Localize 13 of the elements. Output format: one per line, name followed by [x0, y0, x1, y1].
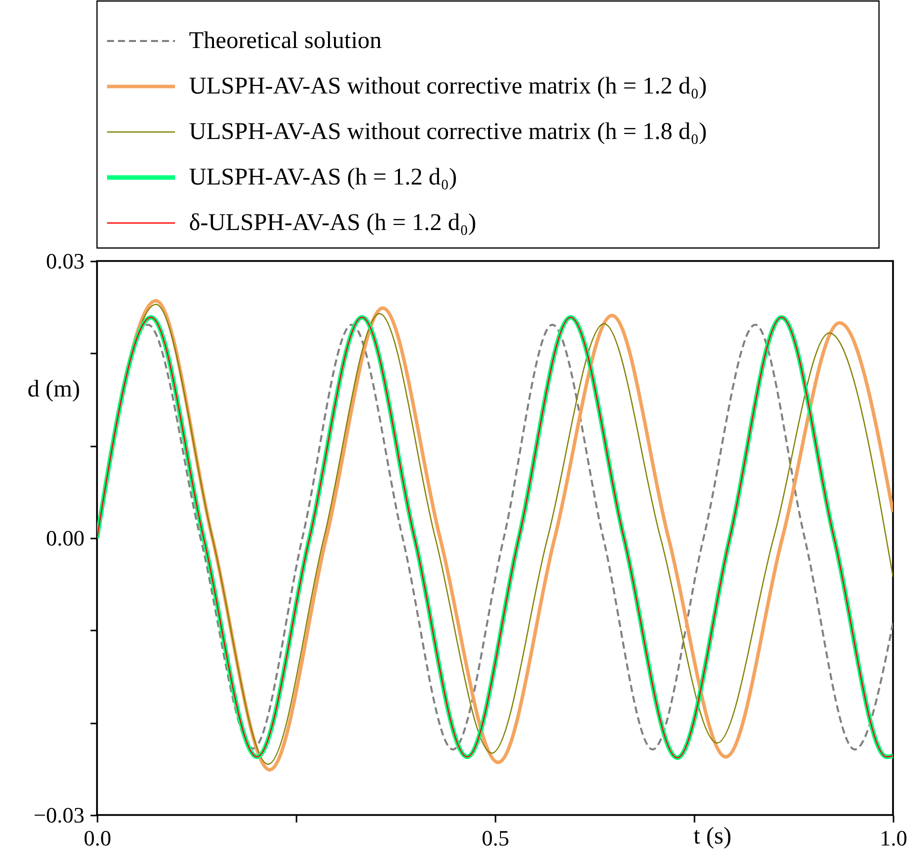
x-tick-label: 1.0	[880, 826, 908, 850]
legend-label: ULSPH-AV-AS without corrective matrix (h = 1.2 d₀)	[189, 74, 707, 100]
y-tick-label: 0.00	[46, 526, 84, 550]
x-tick-label: 0.0	[84, 826, 112, 850]
legend-label: δ-ULSPH-AV-AS (h = 1.2 d₀)	[189, 210, 476, 236]
legend-label: ULSPH-AV-AS without corrective matrix (h = 1.8 d₀)	[189, 119, 707, 145]
legend-label: Theoretical solution	[189, 28, 382, 54]
y-tick-label: −0.03	[34, 802, 84, 828]
x-tick-label: 0.5	[482, 826, 510, 850]
x-axis-title: t (s)	[694, 824, 732, 850]
legend-label: ULSPH-AV-AS (h = 1.2 d₀)	[189, 164, 457, 190]
y-tick-label: 0.03	[46, 248, 84, 274]
y-axis-title: d (m)	[28, 376, 80, 402]
